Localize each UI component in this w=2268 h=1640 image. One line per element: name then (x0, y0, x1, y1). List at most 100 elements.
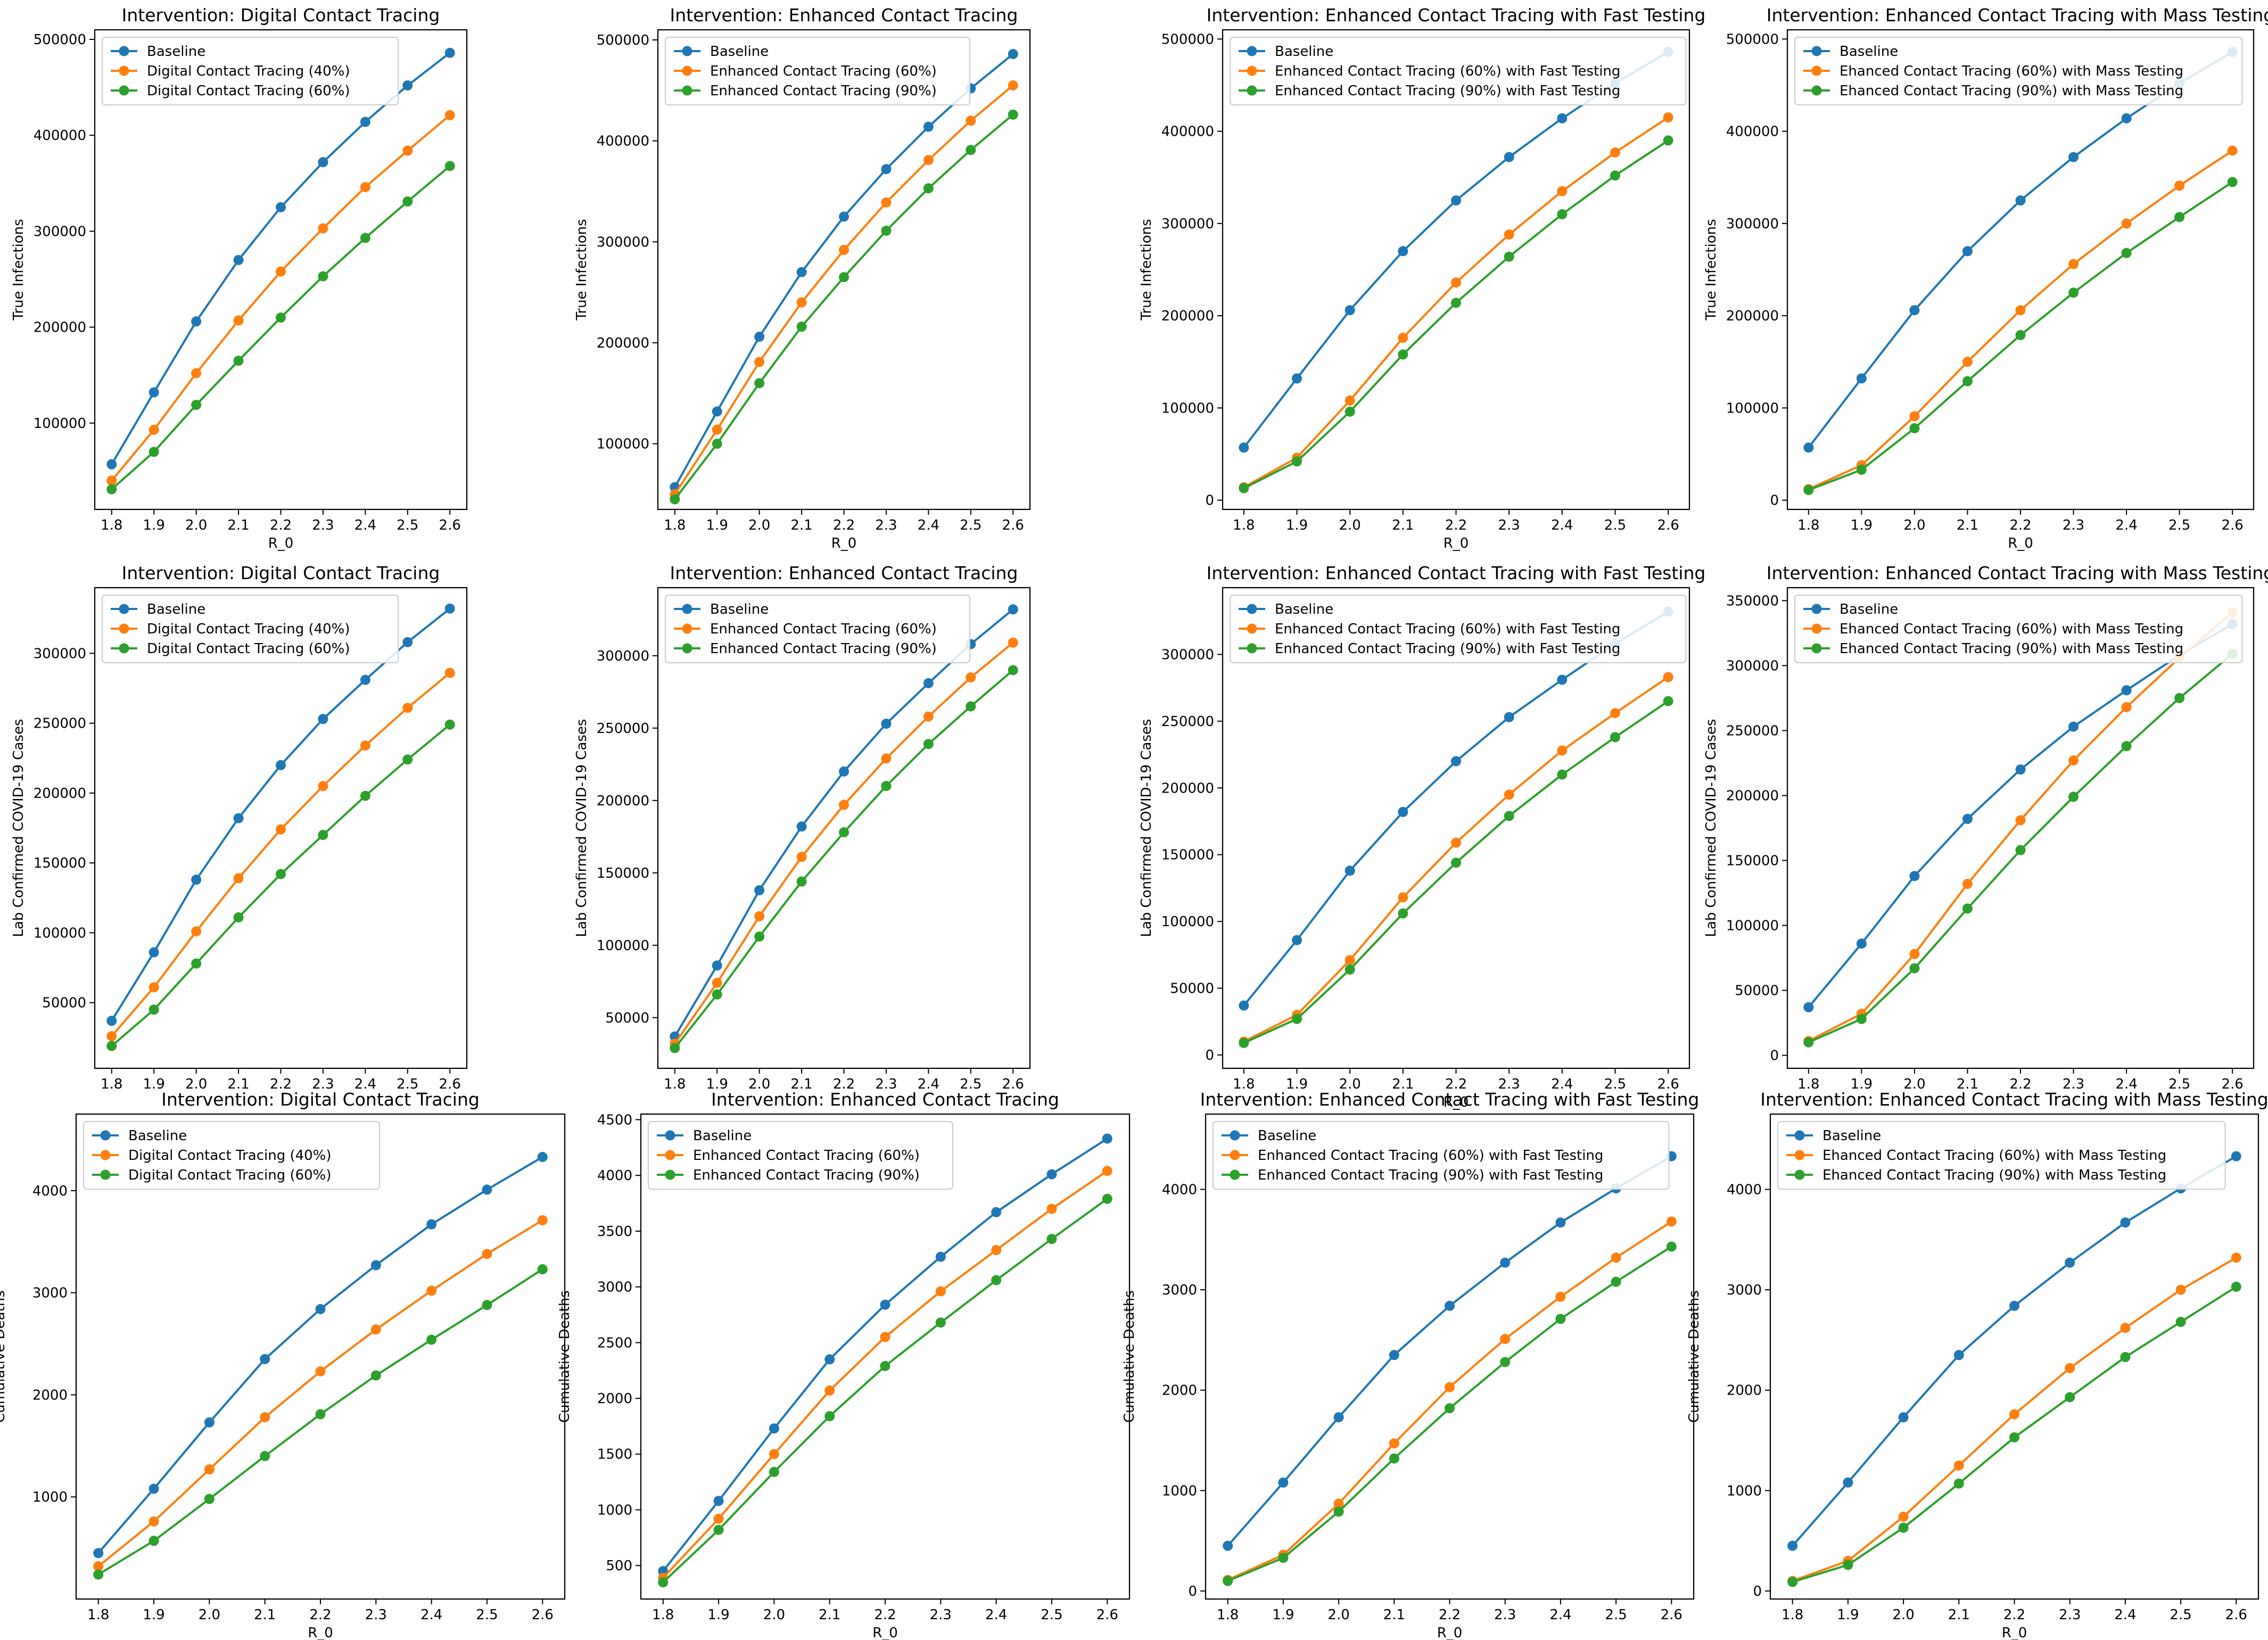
x-tick-label: 2.1 (254, 1607, 276, 1623)
legend-label: Enhanced Contact Tracing (60%) (693, 1148, 920, 1164)
data-point (754, 332, 765, 342)
data-point (1856, 1013, 1867, 1024)
y-tick-label: 0 (1770, 493, 1779, 509)
x-axis-label: R_0 (2002, 1625, 2027, 1640)
data-point (1451, 195, 1461, 206)
data-point (824, 1411, 835, 1422)
legend-marker (1247, 623, 1257, 634)
y-tick-label: 400000 (597, 134, 649, 150)
data-point (1292, 456, 1302, 467)
data-point (769, 1423, 779, 1434)
data-point (1504, 811, 1514, 821)
data-point (1046, 1169, 1057, 1180)
x-axis-label: R_0 (872, 1625, 898, 1640)
y-tick-label: 250000 (1161, 714, 1214, 730)
data-point (966, 701, 976, 712)
data-point (2231, 1252, 2241, 1263)
chart-title: Intervention: Enhanced Contact Tracing w… (1200, 1089, 1700, 1110)
x-tick-label: 1.9 (143, 1076, 165, 1092)
x-tick-label: 2.6 (1002, 1076, 1024, 1092)
data-point (1610, 170, 1620, 181)
legend-label: Enhanced Contact Tracing (90%) with Fast… (1258, 1167, 1603, 1183)
x-tick-label: 1.8 (1217, 1607, 1239, 1623)
x-tick-label: 2.5 (2168, 1076, 2190, 1092)
data-point (1345, 305, 1355, 316)
data-point (233, 315, 244, 326)
data-point (1102, 1193, 1112, 1204)
data-point (712, 406, 722, 417)
legend-box (1794, 595, 2243, 663)
data-point (482, 1184, 492, 1195)
series-line-1 (1243, 51, 1669, 449)
data-point (712, 989, 722, 1000)
data-point (482, 1300, 492, 1311)
data-point (2009, 1432, 2019, 1443)
data-point (2120, 1217, 2131, 1228)
data-point (1451, 837, 1461, 848)
data-point (991, 1245, 1002, 1255)
series-line-3 (1243, 700, 1669, 1044)
y-tick-label: 3000 (1727, 1282, 1762, 1298)
data-point (1504, 712, 1514, 722)
legend-label: Baseline (147, 601, 205, 617)
legend-marker (1794, 1169, 1805, 1180)
legend-marker (1811, 623, 1822, 634)
data-point (2174, 180, 2185, 191)
x-tick-label: 2.1 (227, 517, 249, 533)
data-point (537, 1215, 548, 1225)
data-point (191, 400, 202, 410)
data-point (204, 1417, 215, 1428)
x-tick-label: 2.5 (1604, 517, 1626, 533)
chart-2: Intervention: Enhanced Contact Tracing 1.… (574, 5, 1031, 551)
data-point (360, 740, 370, 751)
x-tick-label: 2.0 (748, 517, 770, 533)
x-tick-label: 2.0 (1903, 1076, 1925, 1092)
legend-marker (119, 623, 129, 634)
data-point (1953, 1478, 1964, 1489)
data-point (1610, 147, 1620, 158)
data-point (1292, 1013, 1302, 1024)
y-axis-label: Cumulative Deaths (0, 1290, 8, 1423)
x-tick-label: 2.3 (930, 1607, 952, 1623)
data-point (1557, 674, 1568, 685)
x-tick-label: 2.3 (1498, 517, 1520, 533)
data-point (1610, 708, 1620, 719)
data-point (149, 1484, 159, 1494)
x-tick-label: 2.4 (2115, 517, 2137, 533)
data-point (1962, 376, 1973, 386)
data-point (991, 1275, 1002, 1285)
data-point (1666, 1216, 1677, 1227)
x-tick-label: 1.9 (1837, 1607, 1859, 1623)
data-point (881, 719, 892, 729)
legend-marker (682, 85, 692, 96)
y-tick-label: 3000 (32, 1285, 68, 1301)
y-tick-label: 200000 (1161, 308, 1214, 324)
data-point (1345, 395, 1355, 406)
x-tick-label: 2.3 (875, 517, 897, 533)
legend-label: Digital Contact Tracing (40%) (147, 621, 350, 637)
x-tick-label: 2.3 (2063, 1076, 2084, 1092)
x-tick-label: 2.2 (833, 517, 855, 533)
data-point (1451, 858, 1461, 868)
data-point (191, 926, 202, 937)
data-point (537, 1264, 548, 1275)
data-point (1611, 1252, 1621, 1263)
y-tick-label: 100000 (34, 416, 86, 432)
y-tick-label: 1000 (1162, 1483, 1197, 1499)
legend-label: Ehanced Contact Tracing (60%) with Mass … (1840, 63, 2183, 79)
chart-8: Intervention: Enhanced Contact Tracing w… (1703, 563, 2268, 1092)
legend-label: Enhanced Contact Tracing (90%) with Fast… (1275, 83, 1620, 99)
legend-marker (665, 1169, 675, 1180)
legend-label: Enhanced Contact Tracing (60%) with Fast… (1275, 63, 1620, 79)
data-point (1663, 112, 1673, 123)
legend-box (648, 1121, 953, 1190)
legend-label: Enhanced Contact Tracing (90%) (710, 83, 937, 99)
chart-title: Intervention: Enhanced Contact Tracing w… (1760, 1089, 2268, 1110)
series-line-1 (1792, 1155, 2237, 1547)
x-tick-label: 1.9 (706, 517, 728, 533)
data-point (1909, 411, 1920, 422)
x-axis-label: R_0 (1444, 535, 1469, 551)
data-point (360, 790, 370, 801)
data-point (444, 719, 455, 730)
data-point (712, 960, 722, 971)
